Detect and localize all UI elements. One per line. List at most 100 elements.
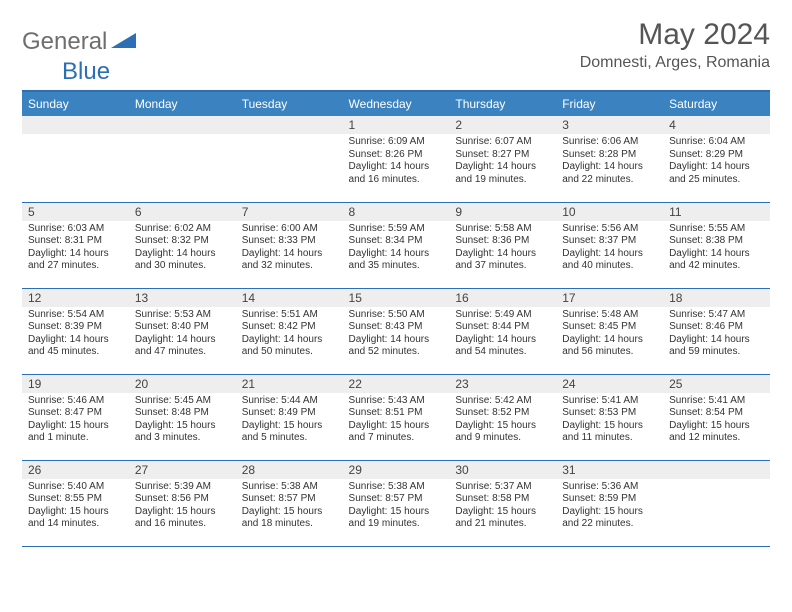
sunset-line: Sunset: 8:51 PM (349, 407, 444, 420)
day-number: 9 (449, 203, 556, 221)
daylight-line: Daylight: 14 hours and 25 minutes. (669, 161, 764, 186)
daylight-line: Daylight: 14 hours and 59 minutes. (669, 334, 764, 359)
day-cell: 26Sunrise: 5:40 AMSunset: 8:55 PMDayligh… (22, 460, 129, 546)
week-row: 1Sunrise: 6:09 AMSunset: 8:26 PMDaylight… (22, 116, 770, 202)
day-cell: 29Sunrise: 5:38 AMSunset: 8:57 PMDayligh… (343, 460, 450, 546)
day-cell: 22Sunrise: 5:43 AMSunset: 8:51 PMDayligh… (343, 374, 450, 460)
day-number: 3 (556, 116, 663, 134)
daylight-line: Daylight: 15 hours and 18 minutes. (242, 506, 337, 531)
sunrise-line: Sunrise: 5:46 AM (28, 395, 123, 408)
daylight-line: Daylight: 14 hours and 50 minutes. (242, 334, 337, 359)
daylight-line: Daylight: 14 hours and 56 minutes. (562, 334, 657, 359)
sunrise-line: Sunrise: 5:58 AM (455, 223, 550, 236)
day-number: 13 (129, 289, 236, 307)
sunset-line: Sunset: 8:31 PM (28, 235, 123, 248)
daylight-line: Daylight: 15 hours and 19 minutes. (349, 506, 444, 531)
day-cell: 10Sunrise: 5:56 AMSunset: 8:37 PMDayligh… (556, 202, 663, 288)
day-number: 7 (236, 203, 343, 221)
day-details: Sunrise: 5:39 AMSunset: 8:56 PMDaylight:… (129, 479, 236, 535)
week-row: 26Sunrise: 5:40 AMSunset: 8:55 PMDayligh… (22, 460, 770, 546)
day-details: Sunrise: 5:38 AMSunset: 8:57 PMDaylight:… (343, 479, 450, 535)
day-details: Sunrise: 5:45 AMSunset: 8:48 PMDaylight:… (129, 393, 236, 449)
sunset-line: Sunset: 8:42 PM (242, 321, 337, 334)
sunrise-line: Sunrise: 5:50 AM (349, 309, 444, 322)
daylight-line: Daylight: 14 hours and 27 minutes. (28, 248, 123, 273)
day-number: 22 (343, 375, 450, 393)
day-cell: 12Sunrise: 5:54 AMSunset: 8:39 PMDayligh… (22, 288, 129, 374)
sunset-line: Sunset: 8:39 PM (28, 321, 123, 334)
day-cell: 17Sunrise: 5:48 AMSunset: 8:45 PMDayligh… (556, 288, 663, 374)
daylight-line: Daylight: 15 hours and 21 minutes. (455, 506, 550, 531)
day-number: 23 (449, 375, 556, 393)
daylight-line: Daylight: 14 hours and 19 minutes. (455, 161, 550, 186)
sunset-line: Sunset: 8:55 PM (28, 493, 123, 506)
sunrise-line: Sunrise: 5:42 AM (455, 395, 550, 408)
day-cell: 7Sunrise: 6:00 AMSunset: 8:33 PMDaylight… (236, 202, 343, 288)
logo-text-general: General (22, 28, 107, 56)
sunrise-line: Sunrise: 5:55 AM (669, 223, 764, 236)
daylight-line: Daylight: 15 hours and 12 minutes. (669, 420, 764, 445)
day-details: Sunrise: 5:58 AMSunset: 8:36 PMDaylight:… (449, 221, 556, 277)
day-details: Sunrise: 5:41 AMSunset: 8:53 PMDaylight:… (556, 393, 663, 449)
day-cell: 4Sunrise: 6:04 AMSunset: 8:29 PMDaylight… (663, 116, 770, 202)
sunset-line: Sunset: 8:52 PM (455, 407, 550, 420)
sunrise-line: Sunrise: 5:38 AM (349, 481, 444, 494)
sunrise-line: Sunrise: 5:36 AM (562, 481, 657, 494)
day-cell: 21Sunrise: 5:44 AMSunset: 8:49 PMDayligh… (236, 374, 343, 460)
day-details: Sunrise: 6:06 AMSunset: 8:28 PMDaylight:… (556, 134, 663, 190)
day-details: Sunrise: 5:48 AMSunset: 8:45 PMDaylight:… (556, 307, 663, 363)
day-number: 17 (556, 289, 663, 307)
daylight-line: Daylight: 14 hours and 54 minutes. (455, 334, 550, 359)
daylight-line: Daylight: 15 hours and 3 minutes. (135, 420, 230, 445)
logo-triangle-icon (111, 28, 137, 56)
day-number: 21 (236, 375, 343, 393)
day-details: Sunrise: 6:04 AMSunset: 8:29 PMDaylight:… (663, 134, 770, 190)
day-number: 10 (556, 203, 663, 221)
day-number: 14 (236, 289, 343, 307)
sunset-line: Sunset: 8:49 PM (242, 407, 337, 420)
day-number: 30 (449, 461, 556, 479)
sunrise-line: Sunrise: 5:37 AM (455, 481, 550, 494)
daylight-line: Daylight: 14 hours and 16 minutes. (349, 161, 444, 186)
sunrise-line: Sunrise: 5:39 AM (135, 481, 230, 494)
day-number: 31 (556, 461, 663, 479)
sunset-line: Sunset: 8:29 PM (669, 149, 764, 162)
day-cell (663, 460, 770, 546)
day-cell: 25Sunrise: 5:41 AMSunset: 8:54 PMDayligh… (663, 374, 770, 460)
sunrise-line: Sunrise: 5:56 AM (562, 223, 657, 236)
day-details: Sunrise: 5:43 AMSunset: 8:51 PMDaylight:… (343, 393, 450, 449)
day-cell: 3Sunrise: 6:06 AMSunset: 8:28 PMDaylight… (556, 116, 663, 202)
day-number-empty (129, 116, 236, 134)
daylight-line: Daylight: 15 hours and 11 minutes. (562, 420, 657, 445)
day-number: 15 (343, 289, 450, 307)
calendar-table: Sunday Monday Tuesday Wednesday Thursday… (22, 90, 770, 547)
day-number-empty (236, 116, 343, 134)
sunset-line: Sunset: 8:44 PM (455, 321, 550, 334)
sunrise-line: Sunrise: 6:06 AM (562, 136, 657, 149)
daylight-line: Daylight: 15 hours and 16 minutes. (135, 506, 230, 531)
daylight-line: Daylight: 14 hours and 47 minutes. (135, 334, 230, 359)
day-cell: 31Sunrise: 5:36 AMSunset: 8:59 PMDayligh… (556, 460, 663, 546)
day-cell: 9Sunrise: 5:58 AMSunset: 8:36 PMDaylight… (449, 202, 556, 288)
sunrise-line: Sunrise: 5:44 AM (242, 395, 337, 408)
day-cell: 27Sunrise: 5:39 AMSunset: 8:56 PMDayligh… (129, 460, 236, 546)
day-cell: 8Sunrise: 5:59 AMSunset: 8:34 PMDaylight… (343, 202, 450, 288)
sunset-line: Sunset: 8:28 PM (562, 149, 657, 162)
day-number: 28 (236, 461, 343, 479)
day-cell: 18Sunrise: 5:47 AMSunset: 8:46 PMDayligh… (663, 288, 770, 374)
sunset-line: Sunset: 8:57 PM (242, 493, 337, 506)
day-cell: 28Sunrise: 5:38 AMSunset: 8:57 PMDayligh… (236, 460, 343, 546)
day-cell: 13Sunrise: 5:53 AMSunset: 8:40 PMDayligh… (129, 288, 236, 374)
daylight-line: Daylight: 14 hours and 40 minutes. (562, 248, 657, 273)
sunset-line: Sunset: 8:46 PM (669, 321, 764, 334)
day-header: Sunday (22, 91, 129, 116)
day-cell: 15Sunrise: 5:50 AMSunset: 8:43 PMDayligh… (343, 288, 450, 374)
sunset-line: Sunset: 8:48 PM (135, 407, 230, 420)
day-cell: 14Sunrise: 5:51 AMSunset: 8:42 PMDayligh… (236, 288, 343, 374)
sunset-line: Sunset: 8:36 PM (455, 235, 550, 248)
sunrise-line: Sunrise: 5:54 AM (28, 309, 123, 322)
sunset-line: Sunset: 8:54 PM (669, 407, 764, 420)
day-number: 20 (129, 375, 236, 393)
day-cell (129, 116, 236, 202)
sunset-line: Sunset: 8:53 PM (562, 407, 657, 420)
